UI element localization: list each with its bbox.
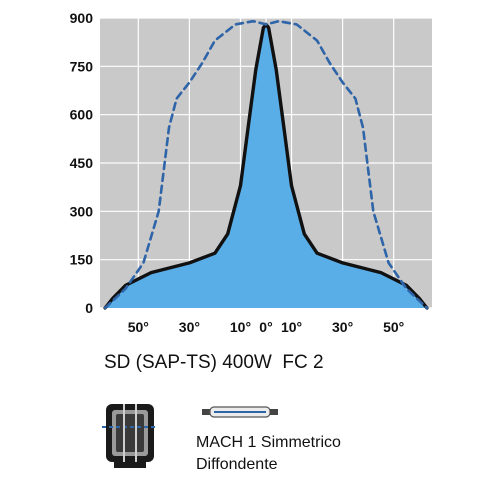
x-tick-label: 50° [128, 319, 149, 335]
x-tick-label: 10° [230, 319, 251, 335]
y-tick-label: 450 [70, 155, 94, 171]
floodlight-fixture-icon [102, 404, 158, 468]
device-label-line-2: Diffondente [196, 456, 278, 473]
y-tick-label: 750 [70, 58, 94, 74]
photometric-chart: 900 750 600 450 300 150 0 50° 30° 10° 0° 10° 30° 50° [70, 10, 432, 335]
series-0-area [105, 24, 427, 309]
x-axis-ticks: 50° 30° 10° 0° 10° 30° 50° [128, 319, 405, 335]
y-tick-label: 300 [70, 203, 94, 219]
series-1-line [103, 19, 429, 310]
x-tick-label: 30° [332, 319, 353, 335]
chart-caption: SD (SAP-TS) 400W FC 2 [104, 352, 324, 373]
x-tick-label: 10° [281, 319, 302, 335]
y-tick-label: 900 [70, 10, 94, 26]
y-tick-label: 0 [85, 300, 93, 316]
x-tick-label: 50° [383, 319, 404, 335]
y-tick-label: 600 [70, 107, 94, 123]
fill-layer [105, 24, 427, 309]
x-tick-label: 0° [259, 319, 272, 335]
y-axis-ticks: 900 750 600 450 300 150 0 [70, 10, 94, 316]
tubular-lamp-icon [202, 406, 278, 418]
device-label-line-1: MACH 1 Simmetrico [196, 434, 341, 451]
x-tick-label: 30° [179, 319, 200, 335]
y-tick-label: 150 [70, 252, 94, 268]
curve-layer [103, 19, 429, 310]
